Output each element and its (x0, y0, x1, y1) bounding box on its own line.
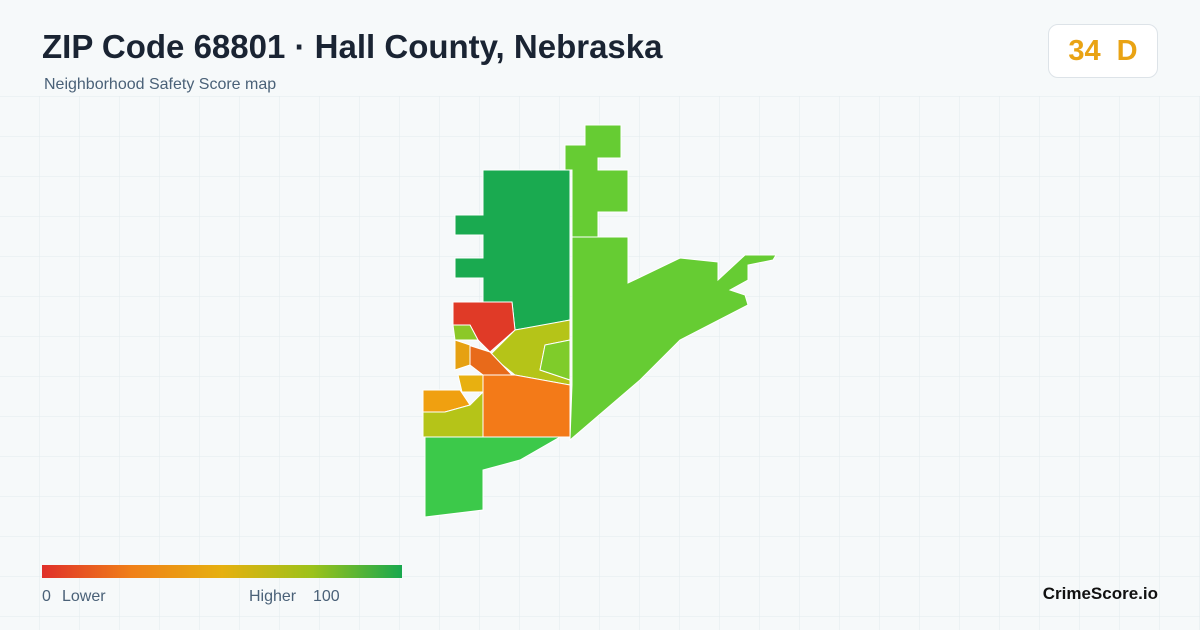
legend-max: 100 (313, 588, 340, 605)
region (539, 339, 571, 381)
legend-gradient (42, 565, 402, 578)
region (482, 374, 571, 438)
score-badge: 34 D (1048, 24, 1158, 78)
score: 34 (1068, 34, 1101, 67)
region (454, 339, 471, 371)
regions (422, 124, 777, 518)
grade: D (1116, 34, 1138, 67)
subtitle: Neighborhood Safety Score map (44, 76, 277, 93)
region (564, 124, 629, 238)
legend-min: 0 (42, 588, 51, 605)
region (422, 390, 484, 438)
legend-min-label: Lower (62, 588, 106, 605)
region (452, 324, 479, 341)
region (569, 236, 777, 442)
region (424, 436, 562, 518)
legend-max-label: Higher (249, 588, 297, 605)
brand: CrimeScore.io (1042, 584, 1158, 603)
region (457, 374, 484, 393)
title: ZIP Code 68801 · Hall County, Nebraska (42, 28, 663, 65)
